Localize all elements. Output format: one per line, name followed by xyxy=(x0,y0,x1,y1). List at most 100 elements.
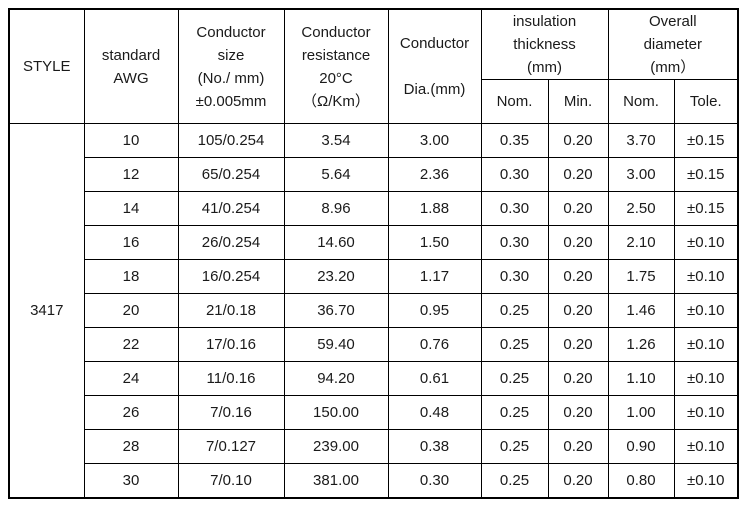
cell-dia: 0.30 xyxy=(387,463,482,498)
cell-size: 11/0.16 xyxy=(177,361,285,396)
table-row: 16 26/0.254 14.60 1.50 0.30 0.20 2.10 ±0… xyxy=(9,225,739,260)
table-row: 24 11/0.16 94.20 0.61 0.25 0.20 1.10 ±0.… xyxy=(9,361,739,396)
cell-insulation-min: 0.20 xyxy=(547,123,609,158)
cell-insulation-nom: 0.25 xyxy=(480,429,549,464)
wire-spec-table: STYLE standard AWG Conductor size (No./ … xyxy=(8,8,740,499)
cell-insulation-nom: 0.25 xyxy=(480,463,549,498)
cell-awg: 22 xyxy=(83,327,179,362)
header-overall-tole: Tole. xyxy=(673,79,739,124)
cell-insulation-min: 0.20 xyxy=(547,191,609,226)
table-row: 12 65/0.254 5.64 2.36 0.30 0.20 3.00 ±0.… xyxy=(9,157,739,192)
cell-insulation-nom: 0.30 xyxy=(480,259,549,294)
cell-insulation-min: 0.20 xyxy=(547,293,609,328)
cell-size: 41/0.254 xyxy=(177,191,285,226)
cell-awg: 26 xyxy=(83,395,179,430)
cell-overall-tole: ±0.10 xyxy=(673,463,739,498)
cell-insulation-min: 0.20 xyxy=(547,259,609,294)
cell-overall-tole: ±0.10 xyxy=(673,225,739,260)
cell-insulation-min: 0.20 xyxy=(547,429,609,464)
cell-size: 16/0.254 xyxy=(177,259,285,294)
header-standard-awg: standard AWG xyxy=(83,8,179,124)
cell-dia: 0.48 xyxy=(387,395,482,430)
header-conductor-size: Conductor size (No./ mm) ±0.005mm xyxy=(177,8,285,124)
table-row: 28 7/0.127 239.00 0.38 0.25 0.20 0.90 ±0… xyxy=(9,429,739,464)
cell-awg: 20 xyxy=(83,293,179,328)
table-row: 30 7/0.10 381.00 0.30 0.25 0.20 0.80 ±0.… xyxy=(9,463,739,498)
cell-awg: 14 xyxy=(83,191,179,226)
cell-resistance: 5.64 xyxy=(283,157,389,192)
header-insulation-nom: Nom. xyxy=(480,79,549,124)
cell-size: 105/0.254 xyxy=(177,123,285,158)
header-conductor-resistance: Conductor resistance 20°C （Ω/Km） xyxy=(283,8,389,124)
table-row: 22 17/0.16 59.40 0.76 0.25 0.20 1.26 ±0.… xyxy=(9,327,739,362)
cell-resistance: 23.20 xyxy=(283,259,389,294)
cell-overall-nom: 0.90 xyxy=(607,429,675,464)
cell-overall-nom: 1.00 xyxy=(607,395,675,430)
cell-insulation-nom: 0.25 xyxy=(480,293,549,328)
cell-overall-tole: ±0.15 xyxy=(673,157,739,192)
cell-overall-tole: ±0.15 xyxy=(673,123,739,158)
cell-overall-tole: ±0.10 xyxy=(673,429,739,464)
cell-resistance: 381.00 xyxy=(283,463,389,498)
cell-overall-nom: 1.26 xyxy=(607,327,675,362)
cell-insulation-min: 0.20 xyxy=(547,361,609,396)
cell-insulation-min: 0.20 xyxy=(547,395,609,430)
cell-dia: 2.36 xyxy=(387,157,482,192)
cell-insulation-min: 0.20 xyxy=(547,463,609,498)
cell-insulation-nom: 0.30 xyxy=(480,225,549,260)
cell-dia: 1.50 xyxy=(387,225,482,260)
cell-insulation-nom: 0.25 xyxy=(480,361,549,396)
cell-dia: 0.38 xyxy=(387,429,482,464)
cell-awg: 18 xyxy=(83,259,179,294)
table-row: 3417 10 105/0.254 3.54 3.00 0.35 0.20 3.… xyxy=(8,123,739,498)
table-row: 20 21/0.18 36.70 0.95 0.25 0.20 1.46 ±0.… xyxy=(9,293,739,328)
cell-overall-nom: 1.75 xyxy=(607,259,675,294)
cell-size: 7/0.10 xyxy=(177,463,285,498)
header-row-sub: Nom. Min. Nom. Tole. xyxy=(9,79,739,124)
header-insulation-min: Min. xyxy=(547,79,609,124)
header-insulation-thickness: insulation thickness (mm) xyxy=(480,8,609,80)
cell-awg: 10 xyxy=(83,123,179,158)
header-overall-diameter: Overall diameter (mm） xyxy=(607,8,739,80)
table-row: 26 7/0.16 150.00 0.48 0.25 0.20 1.00 ±0.… xyxy=(9,395,739,430)
cell-resistance: 8.96 xyxy=(283,191,389,226)
cell-resistance: 239.00 xyxy=(283,429,389,464)
cell-insulation-nom: 0.30 xyxy=(480,157,549,192)
cell-insulation-min: 0.20 xyxy=(547,327,609,362)
cell-overall-tole: ±0.10 xyxy=(673,361,739,396)
cell-overall-nom: 1.46 xyxy=(607,293,675,328)
cell-resistance: 3.54 xyxy=(283,123,389,158)
cell-awg: 16 xyxy=(83,225,179,260)
cell-dia: 0.95 xyxy=(387,293,482,328)
cell-overall-nom: 3.00 xyxy=(607,157,675,192)
cell-size: 7/0.16 xyxy=(177,395,285,430)
cell-overall-tole: ±0.10 xyxy=(673,293,739,328)
cell-dia: 0.76 xyxy=(387,327,482,362)
cell-resistance: 59.40 xyxy=(283,327,389,362)
cell-overall-nom: 2.10 xyxy=(607,225,675,260)
cell-insulation-nom: 0.25 xyxy=(480,327,549,362)
cell-awg: 28 xyxy=(83,429,179,464)
cell-overall-tole: ±0.10 xyxy=(673,395,739,430)
cell-resistance: 36.70 xyxy=(283,293,389,328)
cell-overall-nom: 0.80 xyxy=(607,463,675,498)
cell-size: 65/0.254 xyxy=(177,157,285,192)
cell-awg: 12 xyxy=(83,157,179,192)
table-row: 18 16/0.254 23.20 1.17 0.30 0.20 1.75 ±0… xyxy=(9,259,739,294)
cell-insulation-nom: 0.35 xyxy=(480,123,549,158)
cell-dia: 1.88 xyxy=(387,191,482,226)
header-conductor-dia: Conductor Dia.(mm) xyxy=(387,8,482,124)
header-overall-nom: Nom. xyxy=(607,79,675,124)
cell-size: 21/0.18 xyxy=(177,293,285,328)
style-value: 3417 xyxy=(8,123,85,498)
cell-insulation-min: 0.20 xyxy=(547,157,609,192)
cell-resistance: 14.60 xyxy=(283,225,389,260)
cell-overall-nom: 3.70 xyxy=(607,123,675,158)
cell-dia: 1.17 xyxy=(387,259,482,294)
header-row-group: STYLE standard AWG Conductor size (No./ … xyxy=(8,8,739,124)
cell-insulation-nom: 0.30 xyxy=(480,191,549,226)
cell-resistance: 94.20 xyxy=(283,361,389,396)
cell-dia: 3.00 xyxy=(387,123,482,158)
cell-overall-tole: ±0.10 xyxy=(673,327,739,362)
cell-overall-nom: 2.50 xyxy=(607,191,675,226)
